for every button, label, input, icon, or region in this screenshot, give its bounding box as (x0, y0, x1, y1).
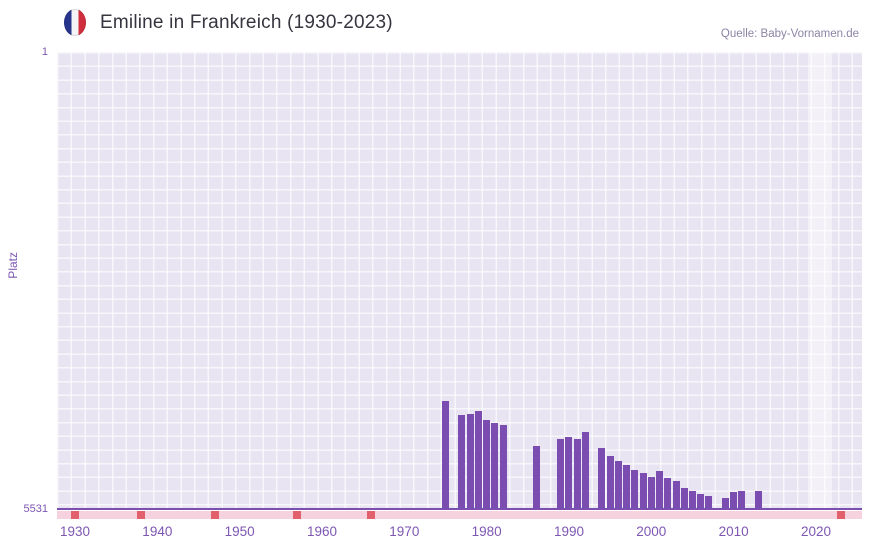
bar-1978[interactable] (466, 413, 474, 508)
bar-2004[interactable] (680, 488, 688, 508)
x-tick-2010: 2010 (718, 524, 749, 539)
y-axis-label: Platz (6, 252, 20, 279)
x-axis-ticks: 1930 1940 1950 1960 1970 1980 1990 2000 2010 2020 (0, 524, 873, 544)
bar-2009[interactable] (721, 498, 729, 508)
bar-1982[interactable] (499, 425, 507, 508)
x-tick-1990: 1990 (553, 524, 584, 539)
bar-2002[interactable] (664, 478, 672, 508)
no-rank-mark-1930 (71, 511, 79, 519)
x-tick-1960: 1960 (306, 524, 338, 539)
bar-1992[interactable] (581, 432, 589, 508)
bar-1977[interactable] (458, 414, 466, 508)
bar-2011[interactable] (738, 490, 746, 508)
bar-2005[interactable] (688, 490, 696, 508)
bar-1998[interactable] (631, 470, 639, 508)
bar-1996[interactable] (614, 460, 622, 508)
france-flag-icon (64, 9, 86, 36)
bar-2001[interactable] (656, 470, 664, 508)
bar-2003[interactable] (672, 480, 680, 508)
bar-1994[interactable] (598, 447, 606, 508)
chart-header: Emiline in Frankreich (1930-2023) (64, 9, 393, 36)
x-tick-1940: 1940 (142, 524, 173, 539)
bar-1995[interactable] (606, 455, 614, 508)
bar-2000[interactable] (647, 476, 655, 508)
page-title: Emiline in Frankreich (1930-2023) (100, 11, 393, 33)
no-rank-mark-1966 (367, 511, 376, 519)
bar-1991[interactable] (573, 438, 581, 508)
bar-1989[interactable] (557, 439, 565, 508)
current-period-highlight-band (808, 52, 832, 508)
bar-1986[interactable] (532, 446, 540, 508)
bars-layer (57, 52, 862, 508)
y-axis-tick-bottom: 5531 (23, 503, 48, 515)
bar-1975[interactable] (441, 400, 449, 508)
bar-1979[interactable] (474, 410, 482, 508)
bar-2007[interactable] (705, 495, 713, 508)
bar-1999[interactable] (639, 473, 647, 508)
x-tick-1930: 1930 (59, 524, 91, 539)
bar-1980[interactable] (483, 419, 491, 508)
no-rank-mark-1947 (210, 511, 219, 519)
x-tick-1970: 1970 (389, 524, 420, 539)
bar-2006[interactable] (697, 493, 705, 508)
bar-2013[interactable] (754, 491, 762, 508)
no-rank-strip (57, 511, 862, 519)
x-tick-1980: 1980 (471, 524, 502, 539)
bar-2010[interactable] (730, 492, 738, 508)
x-tick-2020: 2020 (800, 524, 831, 539)
bar-1997[interactable] (623, 465, 631, 508)
y-axis-tick-top: 1 (41, 46, 48, 58)
bar-1981[interactable] (491, 423, 499, 508)
plot-area (57, 52, 862, 510)
no-rank-mark-2023 (836, 511, 845, 519)
source-attribution: Quelle: Baby-Vornamen.de (720, 28, 859, 40)
x-tick-2000: 2000 (636, 524, 667, 539)
x-tick-1950: 1950 (224, 524, 255, 539)
no-rank-mark-1938 (136, 511, 145, 519)
bar-1990[interactable] (565, 437, 573, 508)
no-rank-mark-1957 (293, 511, 302, 519)
